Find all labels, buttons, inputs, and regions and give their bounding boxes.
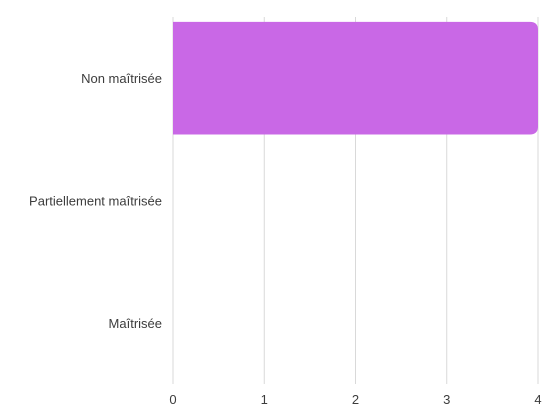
x-tick-label: 2 — [352, 392, 359, 407]
category-label: Non maîtrisée — [81, 71, 162, 86]
category-label: Partiellement maîtrisée — [29, 194, 162, 209]
x-tick-label: 4 — [534, 392, 541, 407]
x-tick-labels: 0 1 2 3 4 — [169, 392, 541, 407]
bar-group-0 — [173, 21, 538, 135]
category-label: Maîtrisée — [109, 316, 162, 331]
x-tick-label: 0 — [169, 392, 176, 407]
bar — [173, 21, 538, 135]
x-tick-label: 1 — [261, 392, 268, 407]
x-tick-label: 3 — [443, 392, 450, 407]
category-labels: Non maîtrisée Partiellement maîtrisée Maît… — [29, 71, 162, 331]
bars — [173, 21, 538, 135]
